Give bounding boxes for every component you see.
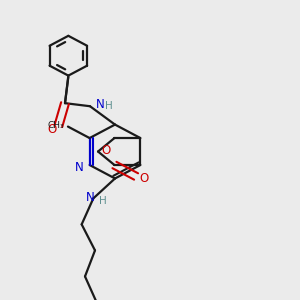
Text: CH₃: CH₃: [48, 121, 64, 130]
Text: N: N: [85, 191, 94, 204]
Text: O: O: [140, 172, 149, 184]
Text: H: H: [106, 101, 113, 111]
Text: H: H: [100, 196, 107, 206]
Text: O: O: [48, 123, 57, 136]
Text: N: N: [75, 161, 84, 174]
Text: N: N: [96, 98, 104, 111]
Text: O: O: [102, 144, 111, 158]
